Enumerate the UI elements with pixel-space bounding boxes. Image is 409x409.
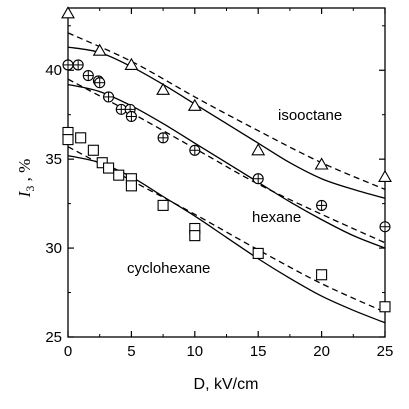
x-tick-label: 25 — [377, 343, 394, 360]
point-hexane — [252, 173, 264, 185]
point-cyclohexane — [189, 230, 201, 242]
fit-solid-hexane — [67, 83, 386, 249]
series-label-hexane: hexane — [252, 209, 301, 226]
point-cyclohexane — [157, 199, 169, 211]
y-axis-label-unit: , % — [15, 159, 34, 186]
series-label-isooctane: isooctane — [278, 107, 342, 124]
y-tick-label: 25 — [45, 329, 62, 346]
point-hexane — [82, 70, 94, 82]
x-axis-label: D, kV/cm — [194, 376, 259, 393]
x-tick-label: 5 — [127, 343, 135, 360]
x-tick-label: 20 — [313, 343, 330, 360]
point-hexane — [157, 132, 169, 144]
data-markers — [61, 6, 392, 313]
fit-dashed-hexane — [67, 78, 386, 244]
point-isooctane — [92, 43, 107, 56]
y-axis-label: I3 , % — [15, 159, 37, 199]
x-tick-label: 15 — [250, 343, 267, 360]
point-cyclohexane — [252, 247, 264, 259]
point-hexane — [72, 59, 84, 71]
point-cyclohexane — [87, 144, 99, 156]
x-tick-label: 0 — [64, 343, 72, 360]
fit-dashed-isooctane — [67, 32, 386, 190]
point-cyclohexane — [103, 162, 115, 174]
point-hexane — [125, 110, 137, 123]
x-tick-label: 10 — [186, 343, 203, 360]
series-labels: isooctane hexane cyclohexane — [127, 107, 342, 277]
point-isooctane — [156, 82, 171, 95]
point-isooctane — [124, 57, 139, 70]
series-label-cyclohexane: cyclohexane — [127, 260, 210, 277]
point-hexane — [103, 91, 115, 103]
point-hexane — [379, 221, 391, 233]
point-cyclohexane — [62, 134, 74, 146]
axis-tick-labels: 0 5 10 15 20 25 25 30 35 40 — [45, 62, 393, 360]
point-cyclohexane — [125, 180, 137, 192]
y-axis-label-main: I — [15, 190, 34, 198]
point-hexane — [316, 199, 328, 211]
fit-dashed-cyclohexane — [67, 146, 386, 313]
axis-ticks — [67, 8, 386, 338]
point-isooctane — [378, 169, 392, 182]
point-hexane — [94, 77, 106, 89]
fit-solid-isooctane — [67, 46, 386, 199]
point-hexane — [189, 144, 201, 156]
y-tick-label: 35 — [45, 151, 62, 168]
y-tick-label: 40 — [45, 62, 62, 79]
y-tick-label: 30 — [45, 240, 62, 257]
y-axis-label-sub: 3 — [23, 186, 37, 192]
point-isooctane — [61, 6, 75, 19]
point-isooctane — [251, 143, 266, 156]
point-hexane — [62, 59, 74, 71]
point-isooctane — [187, 98, 202, 111]
point-isooctane — [314, 157, 329, 170]
point-cyclohexane — [379, 301, 391, 313]
point-cyclohexane — [113, 169, 125, 181]
point-cyclohexane — [75, 132, 87, 144]
point-cyclohexane — [316, 269, 328, 281]
